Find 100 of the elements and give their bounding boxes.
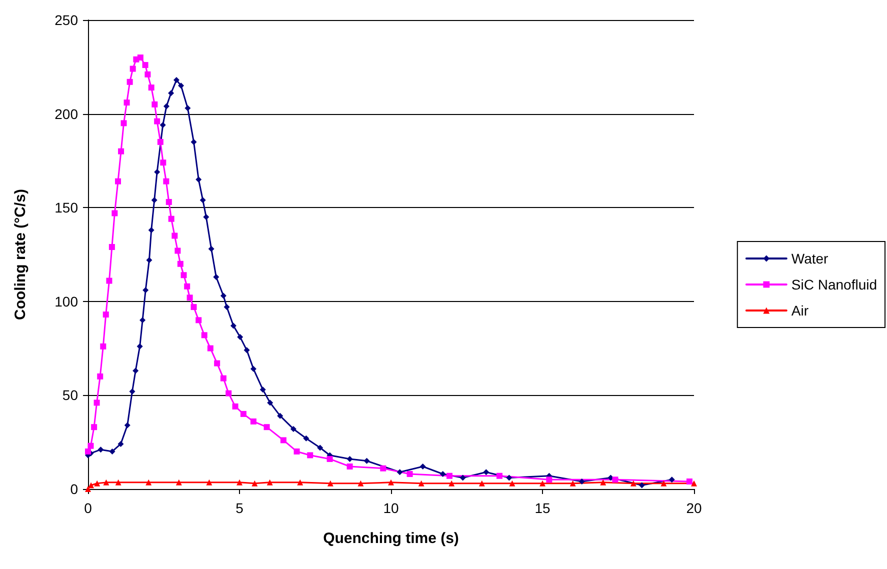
point — [136, 343, 143, 350]
point — [180, 272, 187, 278]
point — [440, 470, 446, 477]
point — [173, 77, 180, 84]
point — [206, 479, 212, 486]
point — [267, 400, 274, 406]
point — [237, 334, 244, 340]
point — [236, 479, 242, 486]
point — [448, 480, 455, 486]
point — [260, 386, 266, 393]
point — [152, 101, 158, 108]
point — [496, 472, 502, 479]
point — [91, 424, 98, 430]
point — [94, 480, 100, 486]
point — [142, 287, 149, 294]
point — [88, 442, 94, 449]
point — [108, 244, 115, 250]
point — [230, 322, 236, 329]
point — [612, 476, 618, 483]
point — [200, 197, 206, 204]
point — [506, 474, 512, 481]
point — [638, 482, 645, 488]
point — [483, 469, 490, 476]
point — [102, 312, 109, 318]
point — [163, 178, 170, 184]
x-tick-label: 10 — [383, 500, 399, 516]
point — [154, 168, 160, 175]
point — [570, 480, 576, 486]
point — [190, 138, 197, 145]
point — [380, 465, 386, 472]
point — [126, 78, 133, 85]
y-tick-label: 200 — [54, 106, 78, 122]
point — [691, 480, 697, 486]
point — [303, 435, 310, 442]
point — [280, 437, 286, 444]
point — [478, 480, 485, 486]
point — [85, 448, 91, 454]
point — [220, 375, 226, 382]
point — [118, 440, 124, 447]
point — [85, 486, 91, 492]
point — [94, 400, 100, 406]
point — [146, 257, 152, 264]
point — [327, 480, 334, 486]
point — [364, 458, 370, 464]
point — [148, 84, 154, 91]
point — [250, 366, 256, 372]
y-tick-label: 250 — [54, 12, 78, 28]
point — [118, 148, 124, 154]
point — [509, 480, 516, 486]
point — [178, 82, 184, 89]
point — [396, 469, 403, 476]
point — [146, 479, 152, 486]
point — [307, 452, 314, 458]
x-axis-title: Quenching time (s) — [323, 530, 459, 547]
point — [97, 373, 104, 380]
point — [137, 54, 144, 61]
y-axis-title: Cooling rate (°C/s) — [12, 188, 29, 320]
point — [172, 232, 178, 239]
point — [184, 105, 191, 112]
point — [196, 317, 202, 324]
y-tick-label: 150 — [54, 200, 78, 216]
point — [154, 118, 160, 124]
point — [418, 480, 424, 486]
point — [168, 90, 174, 96]
point — [317, 444, 324, 451]
point — [129, 388, 136, 394]
point — [160, 122, 166, 128]
point — [346, 463, 353, 470]
point — [420, 463, 426, 470]
point — [148, 227, 154, 234]
point — [103, 479, 110, 486]
point — [277, 412, 284, 419]
point — [290, 426, 296, 432]
point — [660, 480, 667, 486]
point — [213, 274, 220, 280]
point — [98, 446, 104, 453]
point — [140, 317, 146, 324]
point — [100, 343, 106, 350]
point — [174, 248, 181, 254]
point — [406, 470, 413, 477]
point — [326, 456, 333, 462]
point — [578, 478, 585, 484]
point — [186, 294, 193, 301]
x-tick-label: 5 — [236, 500, 244, 516]
point — [88, 482, 94, 488]
point — [546, 476, 552, 483]
point — [166, 198, 172, 205]
y-tick-label: 0 — [70, 481, 78, 497]
point — [201, 332, 208, 338]
point — [388, 479, 394, 486]
point — [151, 197, 158, 204]
point — [358, 480, 364, 486]
point — [207, 345, 214, 352]
point — [160, 160, 166, 166]
point — [142, 62, 148, 68]
point — [115, 479, 122, 486]
point — [297, 479, 304, 486]
point — [176, 479, 182, 486]
point — [264, 424, 270, 430]
point — [214, 360, 220, 366]
